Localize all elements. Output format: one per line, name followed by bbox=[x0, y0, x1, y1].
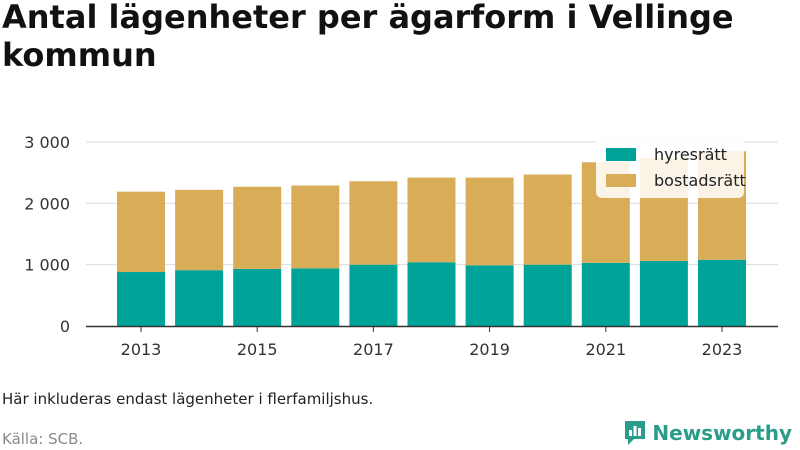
y-tick-label: 0 bbox=[60, 317, 70, 336]
x-tick-label: 2023 bbox=[702, 340, 743, 359]
bar-2013-bostadsrätt bbox=[117, 191, 165, 273]
bar-2021-hyresrätt bbox=[581, 262, 630, 326]
bar-2017-hyresrätt bbox=[349, 264, 398, 326]
legend-swatch-bostadsrätt bbox=[606, 174, 636, 187]
y-tick-label: 3 000 bbox=[24, 133, 70, 152]
bar-2015-hyresrätt bbox=[233, 268, 282, 326]
x-tick-label: 2015 bbox=[237, 340, 278, 359]
bar-2016-hyresrätt bbox=[291, 268, 340, 326]
brand-name: Newsworthy bbox=[652, 421, 792, 445]
bar-2020-hyresrätt bbox=[523, 264, 572, 326]
legend: hyresrätt bostadsrätt bbox=[596, 136, 746, 198]
bar-2019-hyresrätt bbox=[465, 265, 514, 326]
x-tick-label: 2019 bbox=[469, 340, 510, 359]
x-tick-label: 2017 bbox=[353, 340, 394, 359]
legend-swatch-hyresrätt bbox=[606, 148, 636, 161]
brand-logo: Newsworthy bbox=[623, 419, 792, 447]
x-axis-tick-labels: 2013 2015 2017 2019 2021 2023 bbox=[121, 326, 743, 359]
newsworthy-logo-icon bbox=[625, 421, 646, 445]
chart-note: Här inkluderas endast lägenheter i flerf… bbox=[2, 390, 374, 408]
bar-2014-hyresrätt bbox=[175, 270, 224, 326]
bar-2022-hyresrätt bbox=[639, 260, 688, 326]
x-tick-label: 2013 bbox=[121, 340, 162, 359]
bar-2019-bostadsrätt bbox=[465, 177, 514, 266]
bar-2017-bostadsrätt bbox=[349, 181, 398, 265]
bar-2016-bostadsrätt bbox=[291, 185, 340, 269]
y-axis-tick-labels: 0 1 000 2 000 3 000 bbox=[24, 133, 70, 336]
bar-2023-hyresrätt bbox=[698, 259, 746, 326]
y-tick-label: 1 000 bbox=[24, 256, 70, 275]
legend-label-hyresrätt: hyresrätt bbox=[654, 145, 727, 164]
chart-title: Antal lägenheter per ägarform i Vellinge… bbox=[2, 0, 734, 74]
x-tick-label: 2021 bbox=[585, 340, 626, 359]
bar-2018-hyresrätt bbox=[407, 262, 456, 326]
source-text: Källa: SCB. bbox=[2, 430, 84, 448]
bar-2013-hyresrätt bbox=[117, 272, 165, 326]
bars bbox=[86, 151, 778, 328]
bar-2020-bostadsrätt bbox=[523, 174, 572, 265]
bar-2014-bostadsrätt bbox=[175, 189, 224, 271]
y-tick-label: 2 000 bbox=[24, 194, 70, 213]
bar-2015-bostadsrätt bbox=[233, 186, 282, 269]
bar-2018-bostadsrätt bbox=[407, 177, 456, 263]
legend-label-bostadsrätt: bostadsrätt bbox=[654, 171, 746, 190]
